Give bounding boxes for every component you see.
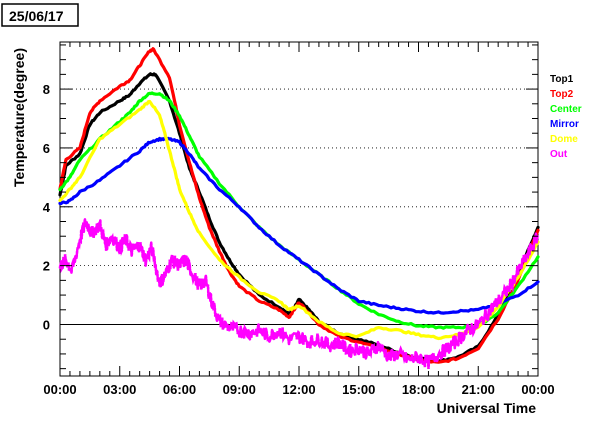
data-series [58,47,540,369]
legend-entry-mirror: Mirror [550,119,579,130]
x-tick-label: 06:00 [163,382,196,397]
x-tick-label: 12:00 [282,382,315,397]
axis-ticks [59,42,539,376]
legend-entry-top2: Top2 [550,89,574,100]
x-tick-label: 00:00 [521,382,554,397]
legend-entry-dome: Dome [550,134,578,145]
x-tick-label: 15:00 [342,382,375,397]
x-tick-label: 09:00 [223,382,256,397]
y-tick-label: 4 [43,200,51,215]
series-path [58,99,540,341]
date-box [1,3,79,27]
x-tick-labels: 00:00 03:00 06:00 09:00 12:00 15:00 18:00 21:00… [43,382,554,397]
y-tick-labels: 0 2 4 6 8 [43,82,51,332]
y-axis-title: Temperature(degree) [11,48,27,187]
x-tick-label: 00:00 [43,382,76,397]
y-tick-label: 6 [43,141,50,156]
legend-entry-top1: Top1 [550,74,574,85]
x-tick-label: 03:00 [103,382,136,397]
x-tick-label: 18:00 [402,382,435,397]
series-path [58,136,540,315]
plot-frame [59,41,539,377]
series-out [58,218,540,369]
y-tick-label: 8 [43,82,50,97]
legend-entry-out: Out [550,149,568,160]
legend-entry-center: Center [550,104,582,115]
y-tick-label: 0 [43,318,50,333]
date-label: 25/06/17 [9,8,64,24]
y-tick-label: 2 [43,259,50,274]
series-dome [58,99,540,341]
x-tick-label: 21:00 [462,382,495,397]
x-axis-title: Universal Time [437,400,537,416]
series-path [58,218,540,369]
series-mirror [58,136,540,315]
legend: Top1 Top2 Center Mirror Dome Out [550,74,582,160]
